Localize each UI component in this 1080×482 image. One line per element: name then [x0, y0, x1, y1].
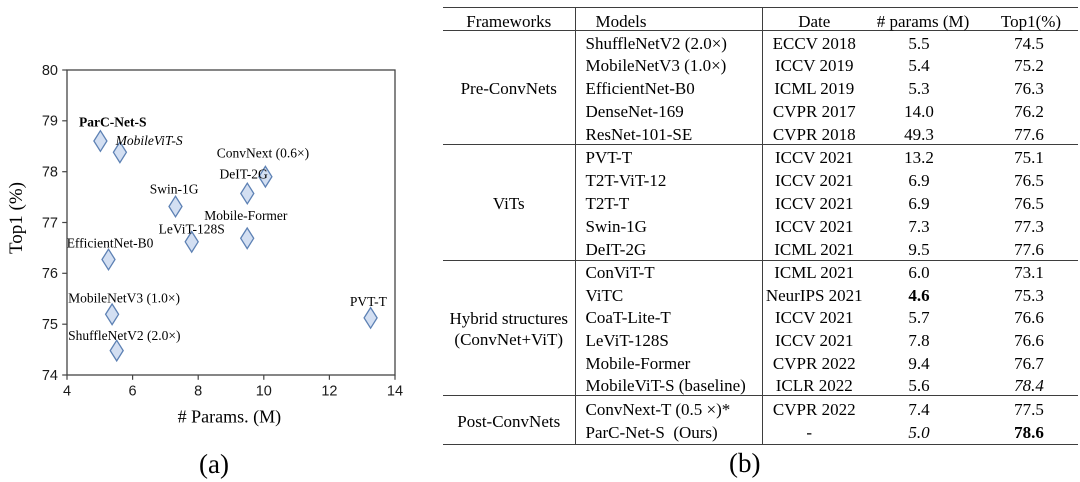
svg-text:ConvNext (0.6×): ConvNext (0.6×) [217, 146, 309, 161]
svg-text:76: 76 [42, 266, 58, 282]
svg-text:80: 80 [42, 63, 58, 79]
svg-text:6: 6 [129, 384, 137, 400]
svg-text:8: 8 [194, 384, 202, 400]
svg-text:10: 10 [256, 384, 272, 400]
svg-text:(a): (a) [199, 449, 229, 479]
svg-text:ShuffleNetV2 (2.0×): ShuffleNetV2 (2.0×) [68, 328, 180, 343]
svg-text:Swin-1G: Swin-1G [150, 181, 199, 196]
svg-text:4: 4 [63, 384, 71, 400]
svg-text:12: 12 [321, 384, 337, 400]
svg-text:DeIT-2G: DeIT-2G [220, 167, 268, 182]
svg-text:# Params. (M): # Params. (M) [178, 407, 281, 428]
svg-text:MobileViT-S: MobileViT-S [115, 133, 183, 148]
svg-text:14: 14 [387, 384, 403, 400]
svg-text:79: 79 [42, 114, 58, 130]
svg-text:MobileNetV3 (1.0×): MobileNetV3 (1.0×) [68, 291, 180, 306]
svg-text:Mobile-Former: Mobile-Former [204, 208, 288, 223]
svg-text:Top1 (%): Top1 (%) [6, 182, 27, 254]
svg-text:78: 78 [42, 165, 58, 181]
svg-text:77: 77 [42, 215, 58, 231]
svg-text:EfficientNet-B0: EfficientNet-B0 [67, 236, 154, 251]
svg-text:74: 74 [42, 368, 58, 384]
svg-text:75: 75 [42, 317, 58, 333]
svg-text:PVT-T: PVT-T [350, 294, 388, 309]
svg-text:ParC-Net-S: ParC-Net-S [79, 115, 146, 130]
svg-text:LeViT-128S: LeViT-128S [159, 222, 225, 237]
